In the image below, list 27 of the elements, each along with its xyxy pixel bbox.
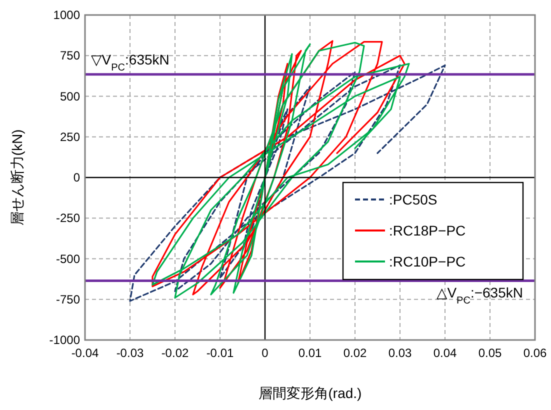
legend-label: :RC10P−PC [389, 254, 466, 270]
x-tick-label: -0.03 [116, 346, 144, 360]
x-tick-label: 0.01 [298, 346, 322, 360]
x-axis-title: 層間変形角(rad.) [258, 385, 362, 401]
x-tick-label: -0.02 [161, 346, 189, 360]
y-tick-label: 1000 [53, 8, 80, 22]
x-tick-label: 0.04 [433, 346, 457, 360]
legend-label: :PC50S [389, 192, 438, 208]
x-tick-label: 0.02 [343, 346, 367, 360]
y-tick-label: -250 [56, 211, 80, 226]
y-tick-label: -750 [56, 292, 80, 306]
ref-line-label: △V$_{PC}$:−635kN [436, 284, 523, 306]
y-tick-label: 0 [73, 170, 80, 184]
x-tick-label: 0.05 [478, 346, 502, 360]
y-tick-label: 250 [60, 130, 80, 144]
x-tick-label: 0.03 [388, 346, 412, 360]
x-tick-label: 0 [262, 346, 269, 360]
x-tick-label: 0.06 [523, 346, 547, 360]
y-axis-title: 層せん断力(kN) [9, 129, 25, 226]
y-tick-label: 750 [60, 48, 80, 63]
x-tick-label: -0.04 [71, 346, 99, 360]
x-tick-label: -0.01 [206, 346, 234, 360]
legend-label: :RC18P−PC [389, 222, 466, 238]
y-tick-label: -500 [56, 252, 80, 266]
y-tick-label: -1000 [49, 333, 80, 347]
ref-line-label: ▽V$_{PC}$:635kN [91, 51, 170, 73]
y-tick-label: 500 [60, 89, 80, 104]
